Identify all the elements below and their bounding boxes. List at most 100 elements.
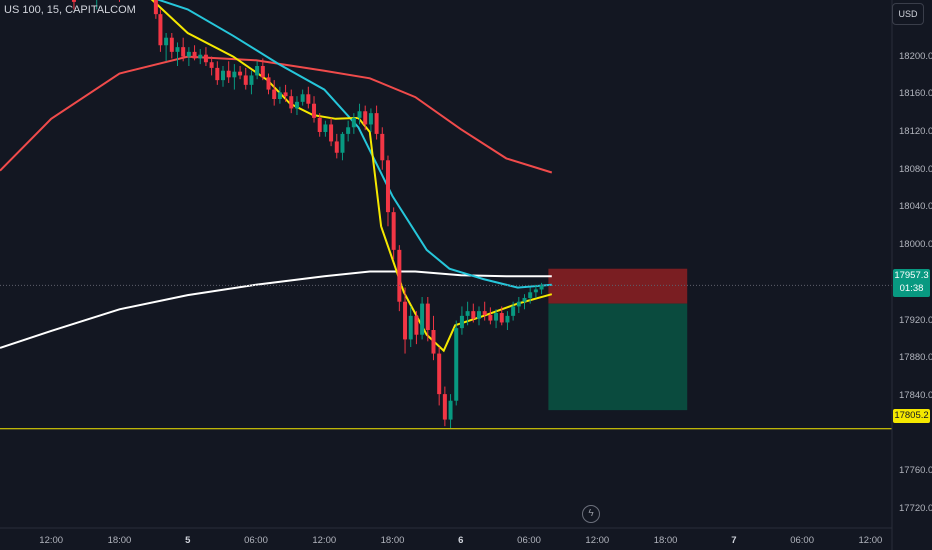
candle-51 bbox=[425, 297, 430, 342]
candle-2 bbox=[118, 0, 120, 2]
candle-63 bbox=[494, 309, 499, 329]
candle-body bbox=[488, 314, 493, 321]
candle-48 bbox=[408, 306, 413, 347]
candle-body bbox=[312, 103, 317, 118]
candle-26 bbox=[283, 84, 288, 102]
time-tick-label: 18:00 bbox=[653, 535, 678, 546]
candle-body bbox=[425, 303, 430, 330]
candle-3 bbox=[153, 0, 158, 19]
candle-4 bbox=[158, 9, 163, 52]
candle-body bbox=[306, 94, 311, 104]
time-tick-label: 12:00 bbox=[585, 535, 610, 546]
candle-57 bbox=[459, 306, 464, 335]
stop-loss-zone bbox=[548, 268, 688, 304]
price-tick-label: 18040.0 bbox=[899, 201, 932, 213]
candle-body bbox=[232, 71, 237, 78]
candle-body bbox=[476, 311, 481, 319]
candle-70 bbox=[533, 284, 538, 298]
candle-body bbox=[368, 113, 373, 125]
candle-body bbox=[454, 328, 459, 401]
currency-button[interactable]: USD bbox=[892, 3, 924, 25]
candle-13 bbox=[209, 56, 214, 76]
candle-8 bbox=[181, 37, 186, 62]
candle-body bbox=[226, 70, 231, 78]
candle-46 bbox=[397, 245, 402, 312]
time-tick-label: 6 bbox=[458, 535, 464, 546]
candle-body bbox=[249, 75, 254, 85]
candle-body bbox=[494, 313, 499, 321]
price-tick-label: 18000.0 bbox=[899, 239, 932, 251]
candle-62 bbox=[488, 307, 493, 325]
candle-19 bbox=[243, 67, 248, 90]
candle-58 bbox=[465, 301, 470, 326]
candle-64 bbox=[499, 306, 504, 326]
candle-20 bbox=[249, 70, 254, 95]
candle-40 bbox=[363, 105, 368, 131]
time-tick-label: 7 bbox=[731, 535, 737, 546]
candle-body bbox=[482, 311, 487, 315]
candle-6 bbox=[169, 33, 174, 59]
price-tick-label: 18120.0 bbox=[899, 126, 932, 137]
candle-0 bbox=[71, 0, 76, 10]
moving-average-line-2 bbox=[156, 0, 552, 289]
candle-body bbox=[522, 297, 527, 302]
candle-25 bbox=[277, 86, 282, 104]
candle-11 bbox=[198, 49, 203, 65]
candle-47 bbox=[403, 287, 408, 354]
candle-body bbox=[465, 311, 470, 316]
candle-38 bbox=[351, 113, 356, 134]
candle-21 bbox=[255, 61, 260, 80]
candle-67 bbox=[516, 297, 521, 314]
candle-32 bbox=[317, 113, 322, 137]
candle-54 bbox=[442, 386, 447, 427]
candle-30 bbox=[306, 86, 311, 109]
price-tick-label: 17840.0 bbox=[899, 390, 932, 401]
candle-37 bbox=[346, 120, 351, 142]
candle-22 bbox=[260, 58, 265, 81]
candle-15 bbox=[221, 66, 225, 87]
candle-49 bbox=[414, 311, 419, 345]
candle-10 bbox=[192, 45, 197, 61]
price-tick-label: 17760.0 bbox=[899, 465, 932, 477]
price-tick-label: 17720.0 bbox=[899, 503, 932, 515]
price-tick-label: 18160.0 bbox=[899, 88, 932, 100]
time-tick-label: 18:00 bbox=[107, 535, 132, 546]
time-tick-label: 18:00 bbox=[380, 535, 405, 546]
candle-body bbox=[255, 66, 260, 76]
candle-69 bbox=[528, 287, 533, 304]
candle-50 bbox=[420, 297, 425, 340]
candle-33 bbox=[323, 120, 328, 137]
candle-body bbox=[516, 301, 521, 307]
candle-body bbox=[511, 306, 516, 316]
candle-body bbox=[209, 62, 214, 68]
candle-body bbox=[334, 141, 339, 153]
candle-body bbox=[471, 311, 476, 319]
candle-body bbox=[414, 315, 419, 335]
candle-55 bbox=[448, 394, 453, 429]
candle-16 bbox=[226, 61, 231, 83]
candle-71 bbox=[539, 282, 544, 295]
candle-body bbox=[260, 66, 265, 78]
candle-body bbox=[357, 111, 362, 118]
candle-60 bbox=[476, 306, 481, 326]
candle-body bbox=[448, 400, 453, 420]
candle-body bbox=[277, 92, 282, 99]
candle-body bbox=[164, 37, 169, 46]
lightning-icon[interactable]: ϟ bbox=[582, 505, 600, 523]
candle-23 bbox=[266, 73, 271, 95]
candle-body bbox=[283, 92, 288, 97]
candle-5 bbox=[164, 33, 169, 62]
price-tick-label: 18200.0 bbox=[899, 50, 932, 62]
symbol-title[interactable]: US 100, 15, CAPITALCOM bbox=[4, 4, 136, 16]
candle-17 bbox=[232, 64, 237, 90]
candle-12 bbox=[203, 47, 208, 66]
time-tick-label: 06:00 bbox=[517, 535, 541, 546]
candle-body bbox=[186, 51, 191, 57]
candle-body bbox=[442, 394, 447, 420]
candle-body bbox=[340, 133, 345, 153]
time-tick-label: 12:00 bbox=[39, 535, 64, 546]
candle-body bbox=[266, 77, 271, 90]
moving-average-line-0 bbox=[0, 55, 553, 174]
candle-9 bbox=[186, 47, 191, 66]
